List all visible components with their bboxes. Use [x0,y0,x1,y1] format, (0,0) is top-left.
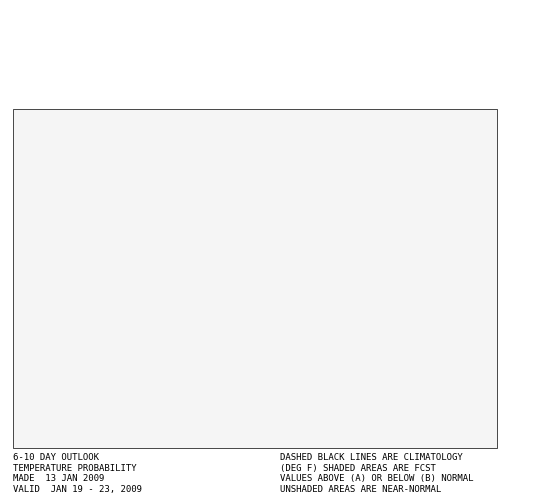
Text: DASHED BLACK LINES ARE CLIMATOLOGY
(DEG F) SHADED AREAS ARE FCST
VALUES ABOVE (A: DASHED BLACK LINES ARE CLIMATOLOGY (DEG … [280,452,473,492]
Text: 6-10 DAY OUTLOOK
TEMPERATURE PROBABILITY
MADE  13 JAN 2009
VALID  JAN 19 - 23, 2: 6-10 DAY OUTLOOK TEMPERATURE PROBABILITY… [14,452,143,492]
Bar [14,110,497,448]
